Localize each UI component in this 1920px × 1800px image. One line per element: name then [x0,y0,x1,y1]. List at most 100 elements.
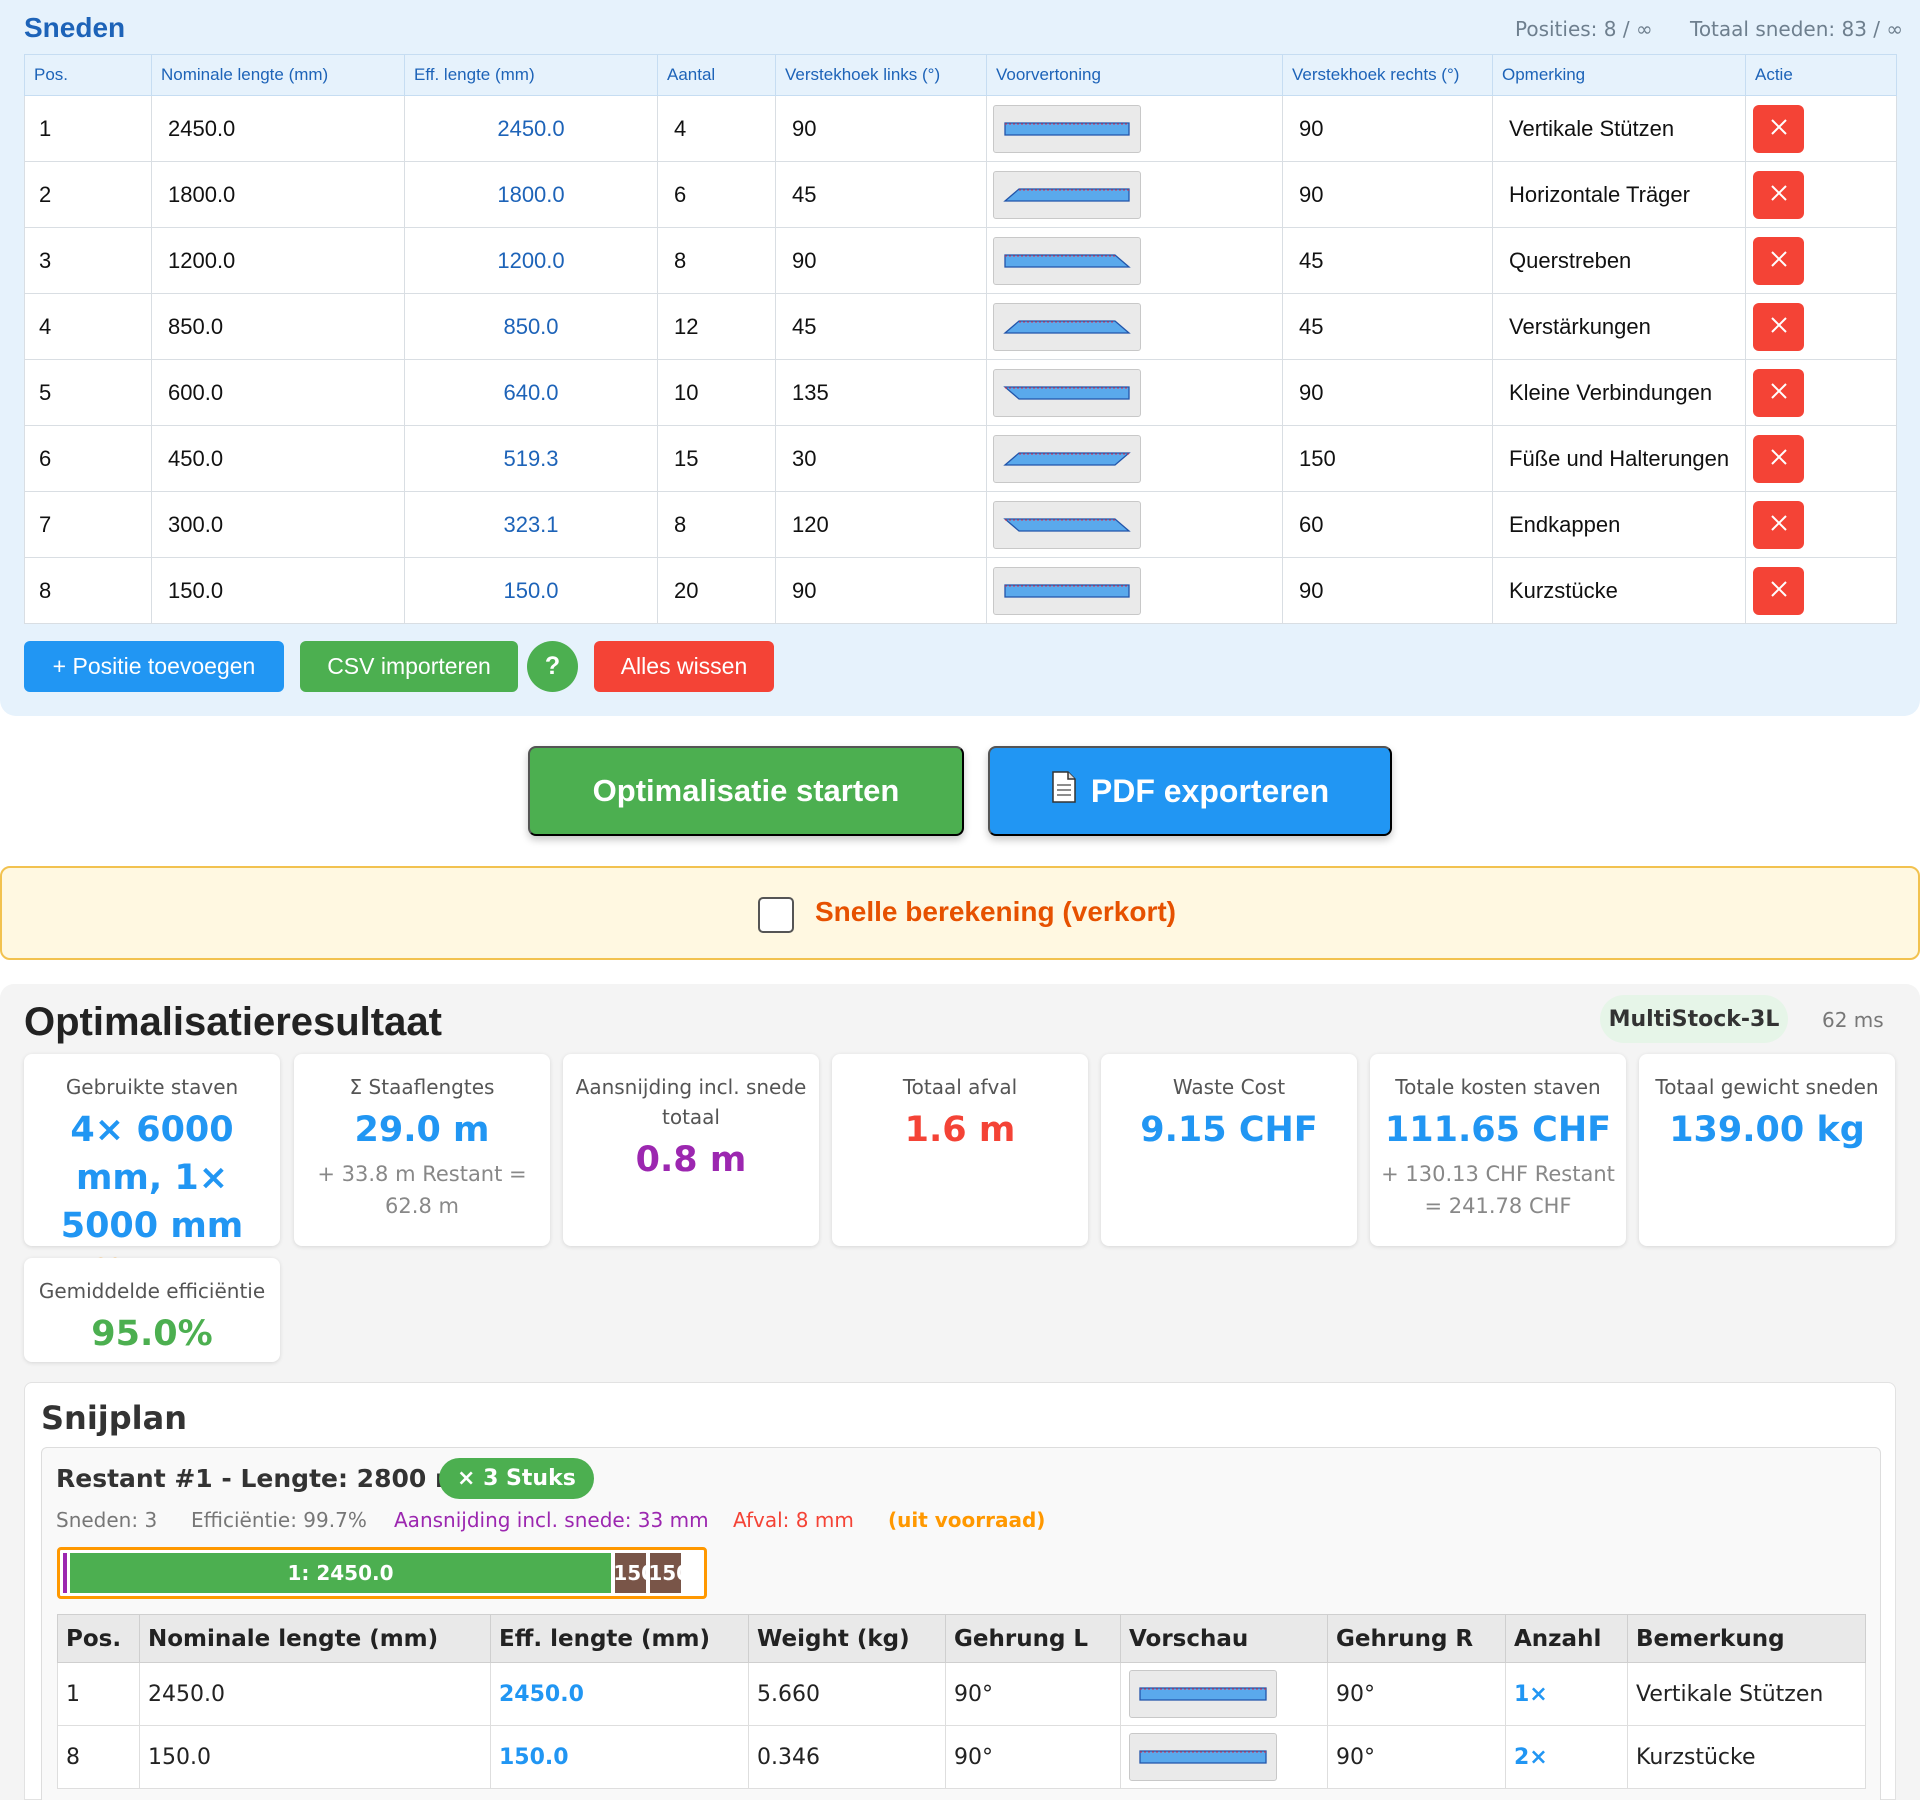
clear-all-button[interactable]: Alles wissen [594,641,774,692]
effective-length: 850.0 [404,293,658,360]
export-pdf-button[interactable]: PDF exporteren [988,746,1392,836]
quick-calculation-label[interactable]: Snelle berekening (verkort) [815,896,1177,927]
quick-calculation-box: Snelle berekening (verkort) [0,866,1920,960]
add-position-button[interactable]: + Positie toevoegen [24,641,284,692]
stock-detail-table: Pos. Nominale lengte (mm) Eff. lengte (m… [57,1614,1866,1789]
quick-calculation-checkbox[interactable] [758,897,794,933]
quantity-input[interactable]: 15 [657,425,776,492]
nominal-length-input[interactable]: 1800.0 [151,161,405,228]
miter-right-input[interactable]: 90 [1282,557,1493,624]
close-x-icon [1769,179,1789,210]
miter-left-input[interactable]: 135 [775,359,987,426]
quantity-input[interactable]: 4 [657,95,776,162]
miter-right-input[interactable]: 45 [1282,293,1493,360]
help-button[interactable]: ? [527,641,578,692]
quantity-input[interactable]: 20 [657,557,776,624]
document-icon [1051,771,1077,811]
quantity-input[interactable]: 6 [657,161,776,228]
export-pdf-label: PDF exporteren [1090,772,1330,809]
note-input[interactable]: Querstreben [1492,227,1746,294]
action-cell [1745,95,1897,162]
detail-table-header: Pos. Nominale lengte (mm) Eff. lengte (m… [57,1614,1866,1663]
miter-right-input[interactable]: 45 [1282,227,1493,294]
cut-row: 2 1800.0 1800.0 6 45 90 Horizontale Träger [24,161,1897,228]
quantity-input[interactable]: 12 [657,293,776,360]
cell-pos: 1 [57,1662,140,1726]
stat-value: 29.0 m [354,1110,490,1150]
miter-left-input[interactable]: 90 [775,227,987,294]
note-input[interactable]: Kurzstücke [1492,557,1746,624]
miter-left-input[interactable]: 45 [775,161,987,228]
effective-length: 150.0 [404,557,658,624]
stat-label: Totaal afval [902,1075,1018,1099]
miter-right-input[interactable]: 60 [1282,491,1493,558]
delete-row-button[interactable] [1753,302,1804,351]
stat-label: Gebruikte staven [65,1075,239,1099]
positions-counter: Posities: 8 / ∞ [1515,17,1653,41]
cut-row: 3 1200.0 1200.0 8 90 45 Querstreben [24,227,1897,294]
quantity-input[interactable]: 8 [657,491,776,558]
stat-label: Waste Cost [1172,1075,1286,1099]
stat-value: 139.00 kg [1669,1110,1865,1150]
miter-left-input[interactable]: 45 [775,293,987,360]
delete-row-button[interactable] [1753,500,1804,549]
import-csv-button[interactable]: CSV importeren [300,641,518,692]
effective-length: 519.3 [404,425,658,492]
effective-length: 1800.0 [404,161,658,228]
nominal-length-input[interactable]: 300.0 [151,491,405,558]
miter-left-input[interactable]: 120 [775,491,987,558]
stat-value: 1.6 m [904,1110,1016,1150]
stat-label: Totale kosten staven [1395,1075,1601,1099]
cut-preview-cell [986,95,1283,162]
delete-row-button[interactable] [1753,566,1804,615]
cut-pos: 3 [24,227,152,294]
total-cuts-counter: Totaal sneden: 83 / ∞ [1690,17,1904,41]
delete-row-button[interactable] [1753,236,1804,285]
nominal-length-input[interactable]: 1200.0 [151,227,405,294]
note-input[interactable]: Horizontale Träger [1492,161,1746,228]
note-input[interactable]: Vertikale Stützen [1492,95,1746,162]
close-x-icon [1769,245,1789,276]
delete-row-button[interactable] [1753,170,1804,219]
stat-card-kerf-total: Aansnijding incl. snede totaal 0.8 m [563,1054,819,1246]
miter-left-input[interactable]: 90 [775,95,987,162]
cut-segment: 1: 2450.0 [70,1553,611,1593]
cell-effective-length: 150.0 [490,1725,749,1789]
cell-miter-left: 90° [945,1662,1121,1726]
miter-right-input[interactable]: 90 [1282,95,1493,162]
note-input[interactable]: Endkappen [1492,491,1746,558]
quantity-input[interactable]: 10 [657,359,776,426]
miter-left-input[interactable]: 30 [775,425,987,492]
cut-segment: 8: 150.0 [650,1553,681,1593]
quantity-input[interactable]: 8 [657,227,776,294]
cell-effective-length: 2450.0 [490,1662,749,1726]
nominal-length-input[interactable]: 2450.0 [151,95,405,162]
cut-pos: 1 [24,95,152,162]
miter-left-input[interactable]: 90 [775,557,987,624]
nominal-length-input[interactable]: 850.0 [151,293,405,360]
cell-miter-right: 90° [1327,1662,1506,1726]
nominal-length-input[interactable]: 150.0 [151,557,405,624]
delete-row-button[interactable] [1753,368,1804,417]
stat-value: 4× 6000 mm, 1× 5000 mm [60,1110,244,1246]
cell-nominal-length: 150.0 [139,1725,491,1789]
cut-row: 1 2450.0 2450.0 4 90 90 Vertikale Stützen [24,95,1897,162]
delete-row-button[interactable] [1753,104,1804,153]
nominal-length-input[interactable]: 600.0 [151,359,405,426]
miter-right-input[interactable]: 90 [1282,359,1493,426]
cut-row: 8 150.0 150.0 20 90 90 Kurzstücke [24,557,1897,624]
delete-row-button[interactable] [1753,434,1804,483]
note-input[interactable]: Kleine Verbindungen [1492,359,1746,426]
start-optimization-button[interactable]: Optimalisatie starten [528,746,964,836]
note-input[interactable]: Verstärkungen [1492,293,1746,360]
note-input[interactable]: Füße und Halterungen [1492,425,1746,492]
stock-count-badge: × 3 Stuks [439,1458,594,1499]
cut-preview-cell [986,161,1283,228]
cut-row: 6 450.0 519.3 15 30 150 Füße und Halterungen [24,425,1897,492]
miter-right-input[interactable]: 150 [1282,425,1493,492]
nominal-length-input[interactable]: 450.0 [151,425,405,492]
col-header-effective-length: Eff. lengte (mm) [490,1614,749,1663]
stock-bar-card: Restant #1 - Lengte: 2800 mm × 3 Stuks S… [41,1447,1881,1800]
cut-pos: 4 [24,293,152,360]
miter-right-input[interactable]: 90 [1282,161,1493,228]
